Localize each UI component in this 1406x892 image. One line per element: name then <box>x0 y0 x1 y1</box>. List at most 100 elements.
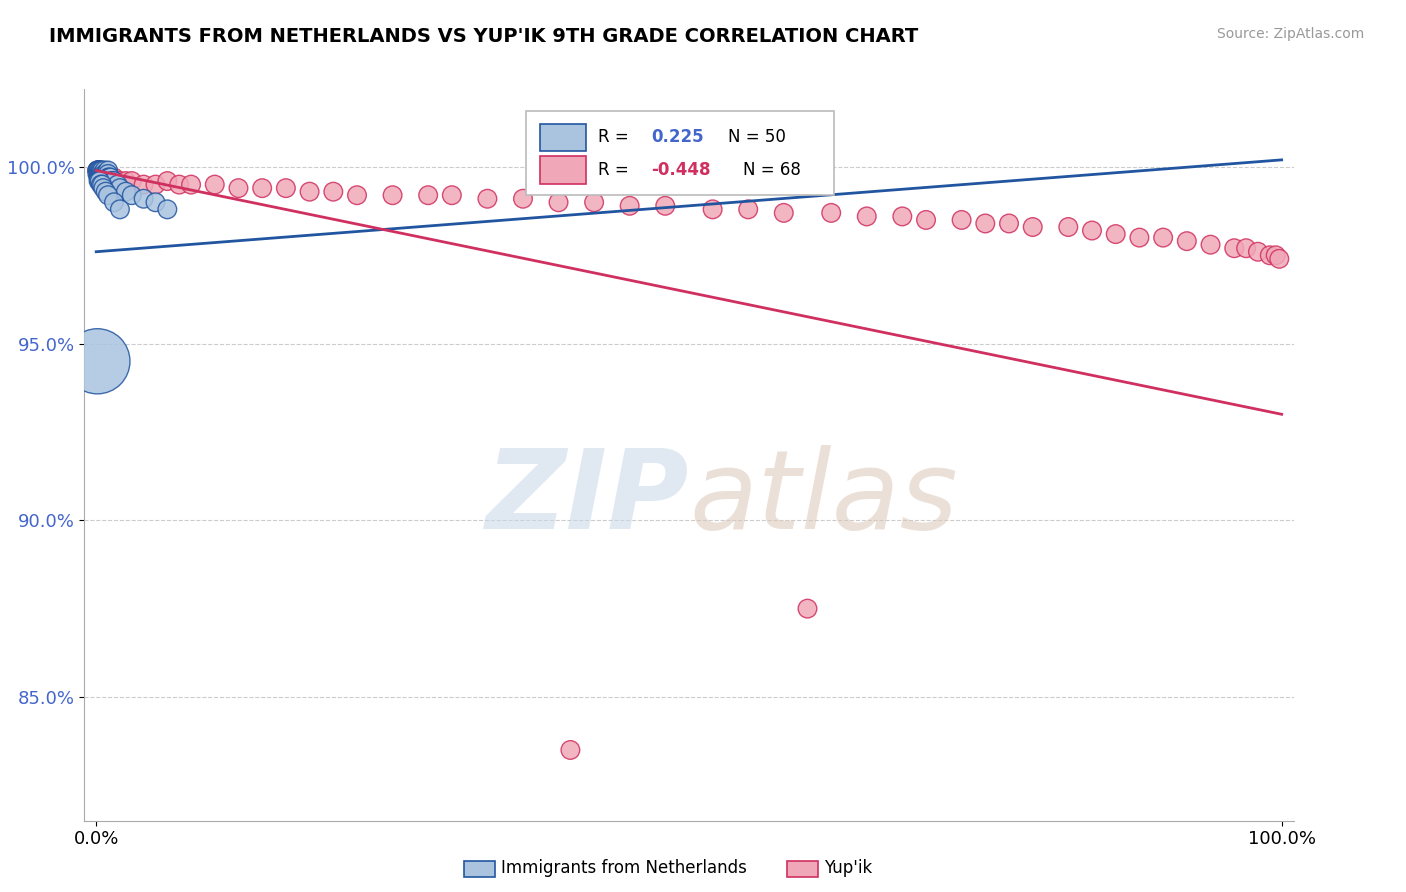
Point <box>1081 223 1104 237</box>
Point <box>100 170 122 185</box>
Point <box>477 192 499 206</box>
Point <box>90 163 112 178</box>
Point <box>512 192 534 206</box>
Point <box>86 163 108 178</box>
Point <box>91 167 114 181</box>
Point <box>90 167 112 181</box>
Text: R =: R = <box>599 161 634 179</box>
Point <box>87 163 110 178</box>
Point <box>87 167 110 181</box>
Point <box>346 188 368 202</box>
Point <box>619 199 641 213</box>
Point <box>440 188 463 202</box>
Point <box>97 167 120 181</box>
Point <box>1057 219 1080 234</box>
Point <box>91 170 114 185</box>
Point <box>90 170 112 185</box>
Point <box>89 174 111 188</box>
Point <box>96 170 118 185</box>
Point <box>96 167 118 181</box>
Text: 0.225: 0.225 <box>651 128 704 146</box>
Point <box>107 174 129 188</box>
Point <box>87 174 110 188</box>
Point <box>1247 244 1270 259</box>
Point <box>1223 241 1246 255</box>
Point <box>87 163 110 178</box>
Point <box>91 170 114 185</box>
Point <box>1234 241 1257 255</box>
Point <box>91 163 114 178</box>
Bar <box>540 124 586 152</box>
Point <box>86 163 108 178</box>
Point <box>228 181 250 195</box>
Point <box>93 163 115 178</box>
Point <box>100 174 122 188</box>
Point <box>103 170 125 185</box>
Point <box>90 178 112 192</box>
Point <box>91 167 114 181</box>
Point <box>86 163 108 178</box>
Point <box>418 188 440 202</box>
Point <box>1199 237 1222 252</box>
Point <box>274 181 297 195</box>
Point <box>145 195 167 210</box>
Point <box>1128 230 1150 244</box>
Point <box>89 163 111 178</box>
Point <box>90 167 112 181</box>
Point <box>91 167 114 181</box>
Point <box>132 192 155 206</box>
Text: Immigrants from Netherlands: Immigrants from Netherlands <box>501 859 747 877</box>
Point <box>132 178 155 192</box>
Point <box>121 174 143 188</box>
Point <box>654 199 676 213</box>
Point <box>94 170 117 185</box>
Point <box>86 354 108 368</box>
Point <box>89 163 111 178</box>
Point <box>91 181 114 195</box>
Point <box>100 170 122 185</box>
Point <box>121 188 143 202</box>
Point <box>87 167 110 181</box>
Point <box>94 167 117 181</box>
Point <box>180 178 202 192</box>
Text: Source: ZipAtlas.com: Source: ZipAtlas.com <box>1216 27 1364 41</box>
Point <box>94 185 117 199</box>
Text: Yup'ik: Yup'ik <box>824 859 872 877</box>
Point <box>974 217 997 231</box>
Point <box>796 601 818 615</box>
Point <box>89 167 111 181</box>
Point <box>298 185 321 199</box>
Point <box>322 185 344 199</box>
Point <box>86 167 108 181</box>
Point <box>87 163 110 178</box>
Bar <box>540 156 586 185</box>
Text: R =: R = <box>599 128 634 146</box>
Point <box>115 185 138 199</box>
Point <box>1175 234 1198 248</box>
Point <box>1264 248 1286 262</box>
Point <box>91 178 114 192</box>
Point <box>89 167 111 181</box>
Point <box>156 202 179 217</box>
Point <box>156 174 179 188</box>
Text: -0.448: -0.448 <box>651 161 711 179</box>
Point <box>100 170 122 185</box>
Text: IMMIGRANTS FROM NETHERLANDS VS YUP'IK 9TH GRADE CORRELATION CHART: IMMIGRANTS FROM NETHERLANDS VS YUP'IK 9T… <box>49 27 918 45</box>
Point <box>547 195 569 210</box>
Point <box>737 202 759 217</box>
Point <box>1268 252 1291 266</box>
Point <box>1105 227 1128 241</box>
Point <box>97 170 120 185</box>
Point <box>93 167 115 181</box>
Point <box>103 195 125 210</box>
Point <box>950 213 973 227</box>
Point <box>583 195 606 210</box>
Text: ZIP: ZIP <box>485 445 689 552</box>
Point <box>97 167 120 181</box>
Point <box>108 181 131 195</box>
Point <box>91 167 114 181</box>
Point <box>167 178 190 192</box>
Point <box>94 167 117 181</box>
Point <box>103 174 125 188</box>
Point <box>204 178 226 192</box>
